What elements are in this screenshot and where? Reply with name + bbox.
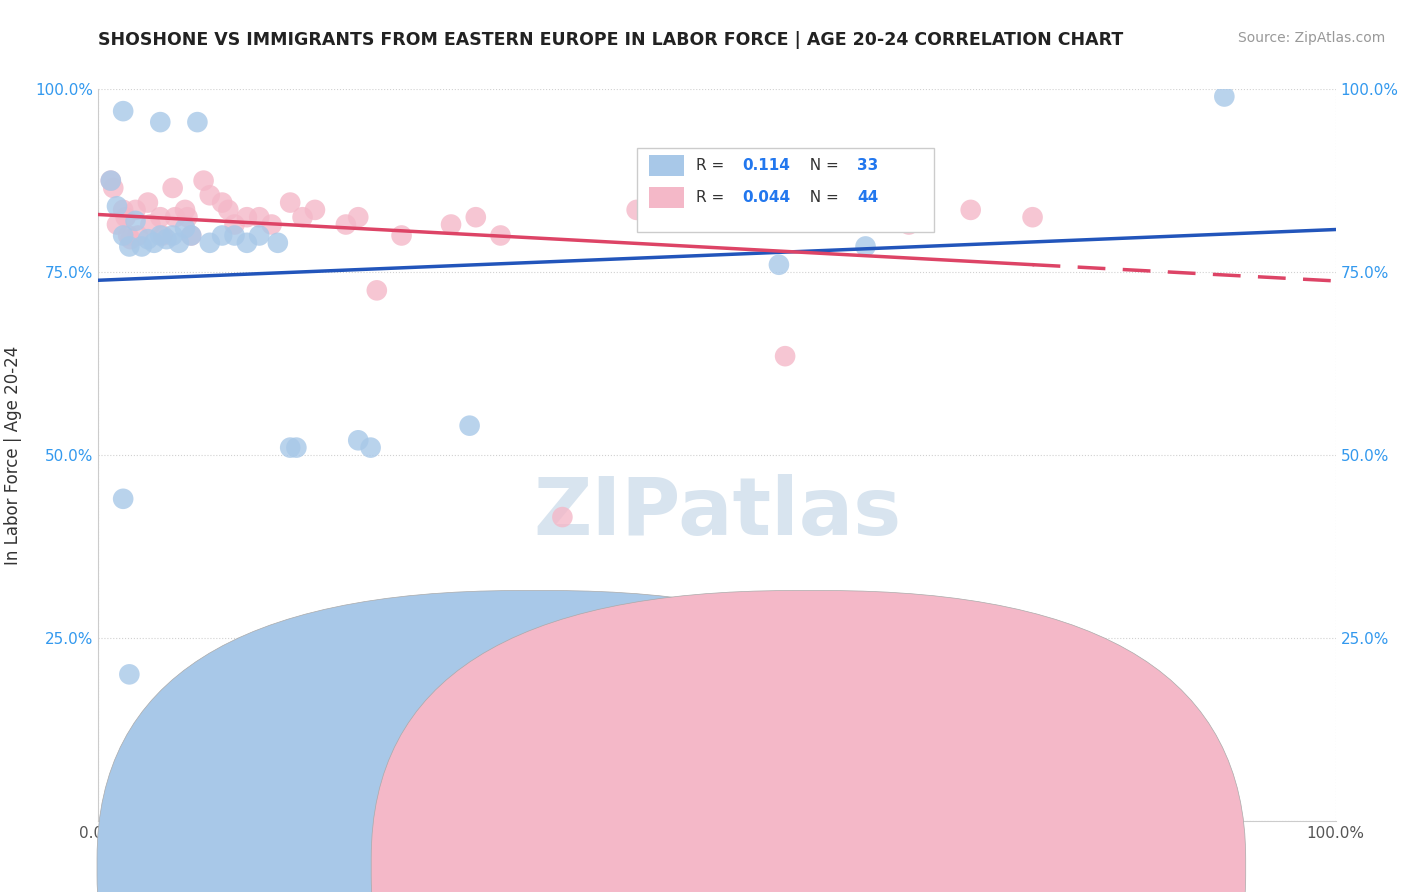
Point xyxy=(773,349,796,363)
Point xyxy=(278,441,301,455)
Text: Immigrants from Eastern Europe: Immigrants from Eastern Europe xyxy=(716,863,1000,877)
Point xyxy=(626,202,648,217)
Text: ZIPatlas: ZIPatlas xyxy=(533,475,901,552)
Point xyxy=(165,211,187,225)
Point xyxy=(155,232,177,246)
Point xyxy=(131,239,153,253)
Point xyxy=(176,211,198,225)
Point xyxy=(112,228,135,243)
Text: R =: R = xyxy=(696,158,730,173)
Point xyxy=(360,441,382,455)
Point xyxy=(211,228,233,243)
FancyBboxPatch shape xyxy=(371,591,1246,892)
FancyBboxPatch shape xyxy=(650,155,683,176)
Point xyxy=(149,115,172,129)
Point xyxy=(112,104,135,119)
Text: Source: ZipAtlas.com: Source: ZipAtlas.com xyxy=(1237,31,1385,45)
Point xyxy=(162,228,184,243)
Point xyxy=(127,228,149,243)
Point xyxy=(198,188,221,202)
Point xyxy=(291,211,314,225)
Point xyxy=(105,199,128,213)
Point xyxy=(347,434,370,448)
Point xyxy=(267,235,290,250)
Point xyxy=(347,211,370,225)
Point xyxy=(1021,211,1043,225)
Point xyxy=(897,218,920,232)
Point xyxy=(768,258,790,272)
Point xyxy=(198,235,221,250)
Point xyxy=(167,235,190,250)
Point xyxy=(180,228,202,243)
Point xyxy=(152,228,174,243)
Point xyxy=(114,211,136,225)
Point xyxy=(186,115,208,129)
Point xyxy=(149,211,172,225)
Point xyxy=(100,173,122,188)
Point xyxy=(180,228,202,243)
Point xyxy=(224,228,246,243)
Point xyxy=(174,221,197,235)
Point xyxy=(136,232,159,246)
Point xyxy=(118,667,141,681)
Point xyxy=(551,510,574,524)
Point xyxy=(149,228,172,243)
Point xyxy=(458,418,481,433)
Y-axis label: In Labor Force | Age 20-24: In Labor Force | Age 20-24 xyxy=(4,345,21,565)
Text: 0.044: 0.044 xyxy=(742,190,790,205)
Text: 0.114: 0.114 xyxy=(742,158,790,173)
Point xyxy=(440,218,463,232)
Point xyxy=(855,239,877,253)
Point xyxy=(217,202,239,217)
Point xyxy=(236,235,259,250)
Point xyxy=(139,218,162,232)
Point xyxy=(489,228,512,243)
Point xyxy=(335,218,357,232)
Point xyxy=(211,195,233,210)
Text: 33: 33 xyxy=(856,158,879,173)
Text: SHOSHONE VS IMMIGRANTS FROM EASTERN EUROPE IN LABOR FORCE | AGE 20-24 CORRELATIO: SHOSHONE VS IMMIGRANTS FROM EASTERN EURO… xyxy=(98,31,1123,49)
Point xyxy=(860,211,883,225)
Point xyxy=(117,228,139,243)
Point xyxy=(120,232,142,246)
Point xyxy=(1213,89,1236,103)
Text: N =: N = xyxy=(800,158,844,173)
Point xyxy=(103,181,125,195)
Text: R =: R = xyxy=(696,190,730,205)
Point xyxy=(247,211,270,225)
Text: 44: 44 xyxy=(856,190,879,205)
Point xyxy=(366,284,388,298)
Point xyxy=(112,491,135,506)
Point xyxy=(260,218,283,232)
Point xyxy=(193,173,215,188)
Point xyxy=(112,202,135,217)
Point xyxy=(236,211,259,225)
FancyBboxPatch shape xyxy=(650,187,683,208)
Point xyxy=(174,202,197,217)
Point xyxy=(285,441,308,455)
Point xyxy=(304,202,326,217)
Point xyxy=(100,173,122,188)
Point xyxy=(959,202,981,217)
Point xyxy=(143,235,166,250)
Point xyxy=(162,181,184,195)
Point xyxy=(124,202,146,217)
Point xyxy=(118,239,141,253)
Point xyxy=(247,228,270,243)
FancyBboxPatch shape xyxy=(637,148,934,232)
Point xyxy=(136,195,159,210)
Point xyxy=(464,211,486,225)
Point xyxy=(105,218,128,232)
Point xyxy=(224,218,246,232)
Point xyxy=(711,211,734,225)
FancyBboxPatch shape xyxy=(97,591,972,892)
Text: N =: N = xyxy=(800,190,844,205)
Text: Shoshone: Shoshone xyxy=(529,863,638,877)
Point xyxy=(278,195,301,210)
Point xyxy=(124,214,146,228)
Point xyxy=(391,228,413,243)
